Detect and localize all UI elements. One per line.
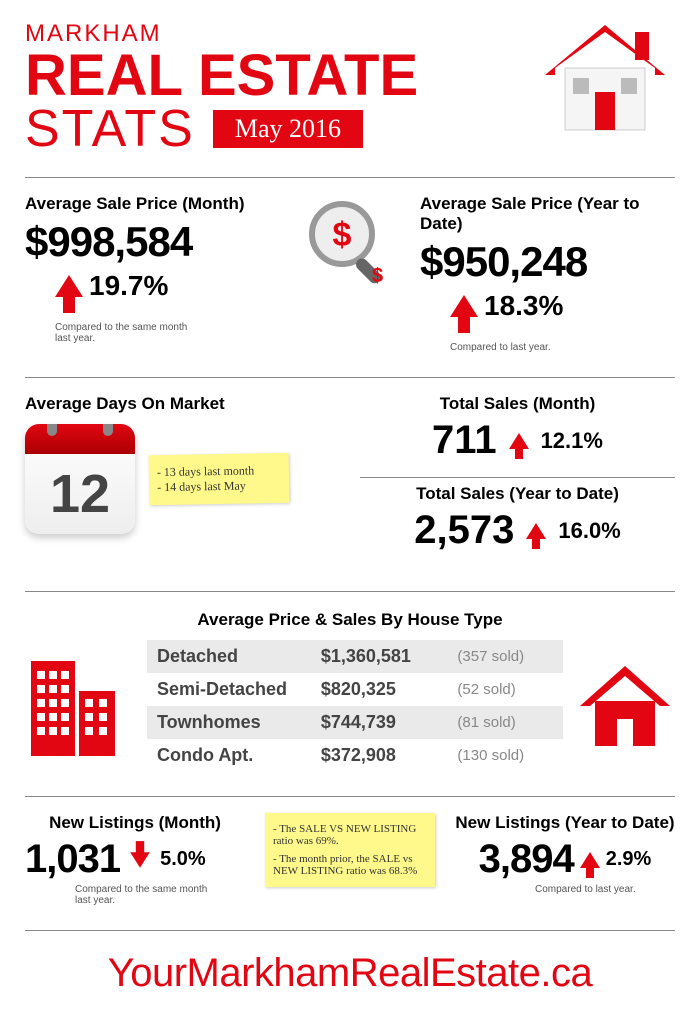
svg-text:$: $ — [333, 216, 352, 254]
price-table-section: Average Price & Sales By House Type Deta… — [0, 600, 700, 788]
table-row: Detached $1,360,581 (357 sold) — [147, 640, 563, 673]
price: $1,360,581 — [321, 646, 458, 667]
price: $744,739 — [321, 712, 458, 733]
table-row: Townhomes $744,739 (81 sold) — [147, 706, 563, 739]
total-sales-ytd: Total Sales (Year to Date) 2,573 16.0% — [360, 484, 675, 553]
buildings-icon — [25, 651, 135, 761]
type: Semi-Detached — [157, 679, 321, 700]
note-line: - 14 days last May — [157, 478, 281, 495]
sold: (52 sold) — [457, 681, 553, 698]
value: 3,894 — [479, 837, 574, 882]
total-sales: Total Sales (Month) 711 12.1% Total Sale… — [360, 394, 675, 567]
table-wrap: Detached $1,360,581 (357 sold) Semi-Deta… — [25, 640, 675, 772]
subtitle: STATS — [25, 99, 195, 159]
sales-row: 711 12.1% — [360, 418, 675, 463]
label: Average Sale Price (Month) — [25, 194, 280, 214]
label: New Listings (Year to Date) — [455, 813, 675, 833]
price-row: Average Sale Price (Month) $998,584 19.7… — [0, 186, 700, 369]
sold: (130 sold) — [457, 747, 553, 764]
sticky-note: - The SALE VS NEW LISTING ratio was 69%.… — [265, 813, 435, 887]
avg-price-month: Average Sale Price (Month) $998,584 19.7… — [25, 194, 280, 344]
divider — [25, 796, 675, 797]
label: Average Sale Price (Year to Date) — [420, 194, 675, 234]
stats-row: STATS May 2016 — [25, 99, 535, 159]
arrow-up-icon — [509, 433, 529, 449]
price-table: Detached $1,360,581 (357 sold) Semi-Deta… — [147, 640, 563, 772]
divider — [25, 930, 675, 931]
pct-row: 18.3% — [450, 290, 675, 322]
table-row: Condo Apt. $372,908 (130 sold) — [147, 739, 563, 772]
days-on-market: Average Days On Market 12 - 13 days last… — [25, 394, 340, 534]
label: Total Sales (Month) — [360, 394, 675, 414]
divider — [25, 591, 675, 592]
label: Total Sales (Year to Date) — [360, 484, 675, 504]
sold: (81 sold) — [457, 714, 553, 731]
arrow-up-icon — [580, 852, 600, 868]
calendar-wrap: 12 - 13 days last month - 14 days last M… — [25, 424, 340, 534]
type: Condo Apt. — [157, 745, 321, 766]
house-icon — [535, 20, 675, 140]
note: Compared to last year. — [535, 884, 675, 895]
sold: (357 sold) — [457, 648, 553, 665]
value: 711 — [432, 418, 497, 463]
divider — [25, 177, 675, 178]
arrow-down-icon — [130, 852, 150, 867]
arrow-up-icon — [526, 523, 546, 539]
header: MARKHAM REAL ESTATE STATS May 2016 — [0, 0, 700, 169]
value: 2,573 — [414, 508, 514, 553]
arrow-up-icon — [450, 295, 478, 317]
footer-url: YourMarkhamRealEstate.ca — [0, 939, 700, 996]
pct: 16.0% — [558, 518, 620, 544]
days-sales-row: Average Days On Market 12 - 13 days last… — [0, 386, 700, 583]
note: Compared to last year. — [450, 342, 600, 353]
divider — [25, 377, 675, 378]
days-value: 12 — [25, 454, 135, 534]
pct-row: 19.7% — [55, 270, 280, 302]
sticky-note: - 13 days last month - 14 days last May — [149, 453, 290, 505]
header-text: MARKHAM REAL ESTATE STATS May 2016 — [25, 20, 535, 159]
note: Compared to the same month last year. — [55, 322, 205, 344]
note-line: - The SALE VS NEW LISTING ratio was 69%. — [273, 823, 427, 847]
pct: 12.1% — [541, 428, 603, 454]
label: Average Days On Market — [25, 394, 340, 414]
table-row: Semi-Detached $820,325 (52 sold) — [147, 673, 563, 706]
price: $372,908 — [321, 745, 458, 766]
table-title: Average Price & Sales By House Type — [25, 610, 675, 630]
house-icon — [575, 661, 675, 751]
avg-price-ytd: Average Sale Price (Year to Date) $950,2… — [420, 194, 675, 353]
listings-row: New Listings (Month) 1,031 5.0% Compared… — [0, 805, 700, 922]
value: $950,248 — [420, 238, 675, 286]
new-listings-ytd: New Listings (Year to Date) 3,894 2.9% C… — [455, 813, 675, 895]
price: $820,325 — [321, 679, 458, 700]
type: Townhomes — [157, 712, 321, 733]
value: 1,031 — [25, 837, 120, 882]
note-line: - The month prior, the SALE vs NEW LISTI… — [273, 853, 427, 877]
pct: 2.9% — [606, 848, 652, 871]
type: Detached — [157, 646, 321, 667]
note: Compared to the same month last year. — [75, 884, 225, 906]
sales-row: 2,573 16.0% — [360, 508, 675, 553]
label: New Listings (Month) — [25, 813, 245, 833]
value: $998,584 — [25, 218, 280, 266]
pct: 18.3% — [484, 290, 563, 322]
title: REAL ESTATE — [25, 48, 535, 103]
svg-text:$: $ — [372, 265, 383, 287]
date-badge: May 2016 — [213, 110, 363, 148]
pct: 19.7% — [89, 270, 168, 302]
new-listings-month: New Listings (Month) 1,031 5.0% Compared… — [25, 813, 245, 906]
total-sales-month: Total Sales (Month) 711 12.1% — [360, 394, 675, 463]
divider — [360, 477, 675, 478]
pct: 5.0% — [160, 848, 206, 871]
magnifier-dollar-icon: $ $ — [300, 194, 400, 294]
arrow-up-icon — [55, 275, 83, 297]
calendar-icon: 12 — [25, 424, 135, 534]
